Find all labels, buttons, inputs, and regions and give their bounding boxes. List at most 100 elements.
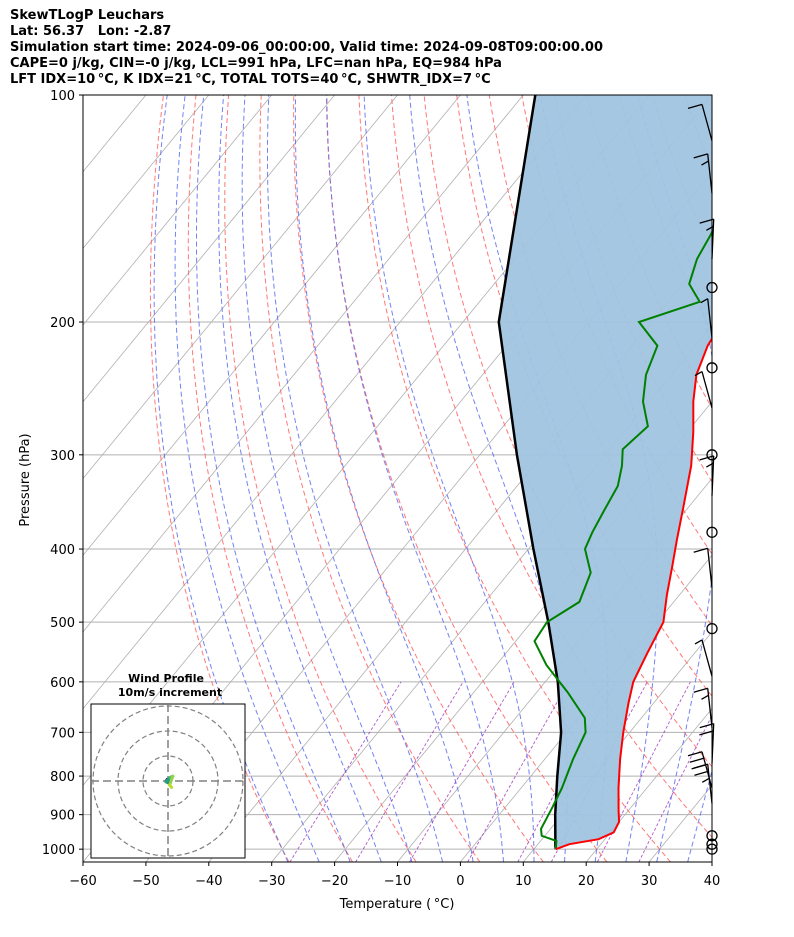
barb-flag <box>694 770 709 776</box>
wind-barb <box>693 153 713 194</box>
barb-flag <box>699 723 714 729</box>
calm-wind-circle <box>706 362 718 374</box>
x-tick-label: 20 <box>578 874 595 889</box>
moist-adiabat <box>241 95 413 862</box>
moist-adiabat <box>267 95 444 862</box>
cape-cin-fill <box>498 95 712 850</box>
barb-flag <box>693 763 708 769</box>
barb-flag <box>693 687 708 693</box>
x-tick-label: −40 <box>195 874 222 889</box>
mixing-ratio-line <box>467 681 570 862</box>
x-tick-label: 30 <box>641 874 658 889</box>
barb-staff <box>707 298 713 339</box>
barb-flag <box>706 225 714 231</box>
x-tick-label: −10 <box>384 874 411 889</box>
stability-indices-2: LFT IDX=10 °C, K IDX=21 °C, TOTAL TOTS=4… <box>10 72 491 87</box>
wind-barb <box>699 218 715 260</box>
moist-adiabat <box>719 95 794 862</box>
station-coordinates: Lat: 56.37 Lon: -2.87 <box>10 24 172 39</box>
isotherm <box>522 631 712 862</box>
dry-adiabat <box>187 95 353 862</box>
wind-barb <box>693 687 713 728</box>
dewpoint-line <box>533 229 712 850</box>
hodograph-segment <box>168 774 175 787</box>
barb-staff <box>701 639 713 677</box>
y-tick-label: 100 <box>50 89 75 104</box>
barb-staff <box>707 688 713 728</box>
wind-barb <box>694 371 713 409</box>
moist-adiabat <box>294 95 474 862</box>
dry-adiabat <box>293 95 544 862</box>
barb-flag <box>693 153 708 159</box>
barb-flag <box>694 639 703 645</box>
calm-wind-circle <box>706 838 718 850</box>
barb-flag <box>701 160 709 166</box>
dry-adiabat <box>149 95 290 862</box>
x-tick-label: −30 <box>258 874 285 889</box>
mixing-ratio-line <box>638 714 712 862</box>
isotherm <box>83 95 587 710</box>
isotherm <box>83 95 524 633</box>
moist-adiabat <box>218 95 382 862</box>
calm-wind-circle <box>706 281 718 294</box>
isotherm <box>83 95 335 403</box>
cape-area <box>498 95 712 850</box>
isotherm <box>83 95 398 480</box>
barb-staff <box>711 455 715 496</box>
y-tick-label: 1000 <box>42 843 75 858</box>
barb-flag <box>706 462 714 468</box>
barb-staff <box>711 219 715 260</box>
isotherm <box>397 477 712 862</box>
wind-barbs <box>687 103 718 855</box>
chart-series <box>497 95 712 851</box>
barb-flag <box>689 757 704 763</box>
y-tick-label: 300 <box>50 449 75 464</box>
x-tick-label: −50 <box>132 874 159 889</box>
barb-staff <box>707 764 713 804</box>
wind-barb <box>694 639 713 677</box>
wind-barb <box>699 723 715 764</box>
barb-flag <box>701 777 710 783</box>
hodograph-segment <box>168 783 174 789</box>
y-tick-label: 700 <box>50 726 75 741</box>
moist-adiabat <box>363 95 535 862</box>
dry-adiabat <box>259 95 481 862</box>
dry-adiabat <box>586 95 712 409</box>
barb-staff <box>701 751 713 789</box>
isotherm <box>585 707 712 862</box>
isotherm <box>83 95 84 96</box>
isotherm <box>711 861 712 862</box>
barb-staff <box>707 153 713 194</box>
barb-flag <box>687 751 703 757</box>
barb-flag <box>699 730 714 736</box>
dry-adiabat <box>717 95 794 862</box>
x-tick-label: 40 <box>704 874 721 889</box>
barb-flag <box>699 455 714 461</box>
barb-staff <box>701 104 713 141</box>
y-tick-label: 800 <box>50 770 75 785</box>
barb-flag <box>701 694 709 700</box>
wind-barb <box>687 103 713 141</box>
calm-wind-circle <box>706 830 718 842</box>
mixing-ratio-line <box>409 681 515 862</box>
calm-wind-circle <box>706 526 718 538</box>
chart-header: SkewTLogP Leuchars Lat: 56.37 Lon: -2.87… <box>10 8 603 88</box>
moist-adiabat <box>153 95 289 862</box>
barb-staff <box>707 548 713 588</box>
barb-flag <box>694 371 703 377</box>
axis-ticks: −60 −50 −40 −30 −20 −10 0 10 20 30 40 1000 900 800 700… <box>42 89 720 889</box>
moist-adiabat <box>196 95 351 862</box>
calm-wind-circle <box>706 622 718 635</box>
moist-adiabat <box>636 95 712 862</box>
y-tick-label: 600 <box>50 676 75 691</box>
wind-profile-inset: Wind Profile 10m/s increment <box>90 672 246 859</box>
x-axis-label: Temperature ( °C) <box>339 897 455 912</box>
dry-adiabat <box>224 95 417 862</box>
barb-flag <box>687 103 703 110</box>
inset-subtitle: 10m/s increment <box>118 686 222 699</box>
simulation-times: Simulation start time: 2024-09-06_00:00:… <box>10 40 603 55</box>
moist-adiabat <box>409 95 568 862</box>
barb-staff <box>701 371 713 409</box>
wind-barb <box>699 455 715 496</box>
